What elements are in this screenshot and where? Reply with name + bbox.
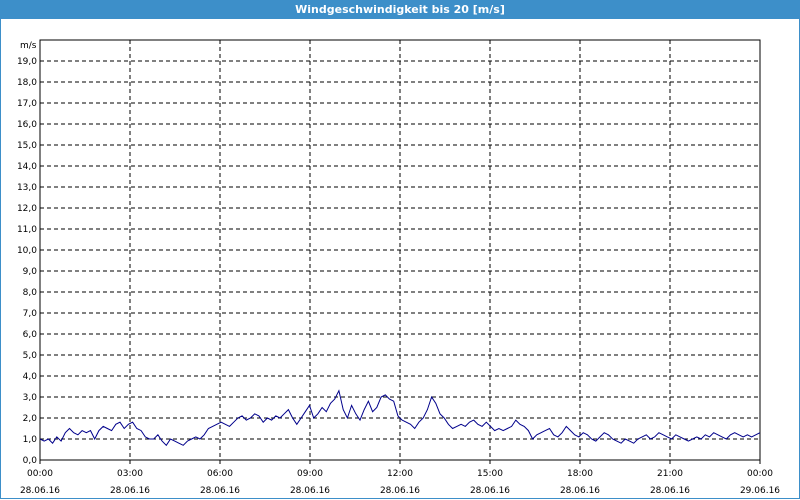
y-tick-label: 5,0 xyxy=(23,351,38,361)
x-tick-time-label: 00:00 xyxy=(27,469,53,479)
x-tick-date-label: 28.06.16 xyxy=(110,486,150,496)
x-tick-time-label: 06:00 xyxy=(207,469,233,479)
x-tick-date-label: 29.06.16 xyxy=(740,486,780,496)
x-tick-date-label: 28.06.16 xyxy=(200,486,240,496)
x-tick-time-label: 15:00 xyxy=(477,469,503,479)
y-tick-label: 3,0 xyxy=(23,393,38,403)
y-tick-label: 13,0 xyxy=(17,183,37,193)
x-tick-time-label: 00:00 xyxy=(747,469,773,479)
y-tick-label: 18,0 xyxy=(17,78,37,88)
y-tick-label: 12,0 xyxy=(17,204,37,214)
x-tick-time-label: 21:00 xyxy=(657,469,683,479)
y-tick-label: 7,0 xyxy=(23,309,38,319)
chart-title-bar: Windgeschwindigkeit bis 20 [m/s] xyxy=(0,0,800,19)
y-tick-label: 11,0 xyxy=(17,225,37,235)
y-tick-label: 6,0 xyxy=(23,330,38,340)
y-tick-label: 17,0 xyxy=(17,99,37,109)
x-tick-date-label: 28.06.16 xyxy=(290,486,330,496)
y-tick-label: 19,0 xyxy=(17,57,37,67)
x-tick-time-label: 12:00 xyxy=(387,469,413,479)
y-tick-label: 4,0 xyxy=(23,372,38,382)
y-tick-label: 0,0 xyxy=(23,456,38,466)
chart-title: Windgeschwindigkeit bis 20 [m/s] xyxy=(295,3,505,16)
x-tick-time-label: 03:00 xyxy=(117,469,143,479)
y-tick-label: 14,0 xyxy=(17,162,37,172)
y-axis-unit-label: m/s xyxy=(20,41,37,51)
x-tick-date-label: 28.06.16 xyxy=(380,486,420,496)
x-tick-time-label: 18:00 xyxy=(567,469,593,479)
y-tick-label: 2,0 xyxy=(23,414,38,424)
x-tick-date-label: 28.06.16 xyxy=(650,486,690,496)
wind-speed-series-line xyxy=(39,389,761,447)
y-tick-label: 9,0 xyxy=(23,267,38,277)
y-tick-label: 1,0 xyxy=(23,435,38,445)
y-tick-label: 10,0 xyxy=(17,246,37,256)
x-tick-date-label: 28.06.16 xyxy=(470,486,510,496)
x-tick-time-label: 09:00 xyxy=(297,469,323,479)
plot-area-border xyxy=(39,39,761,461)
y-tick-label: 16,0 xyxy=(17,120,37,130)
y-tick-label: 8,0 xyxy=(23,288,38,298)
y-tick-label: 15,0 xyxy=(17,141,37,151)
x-tick-date-label: 28.06.16 xyxy=(20,486,60,496)
x-tick-date-label: 28.06.16 xyxy=(560,486,600,496)
